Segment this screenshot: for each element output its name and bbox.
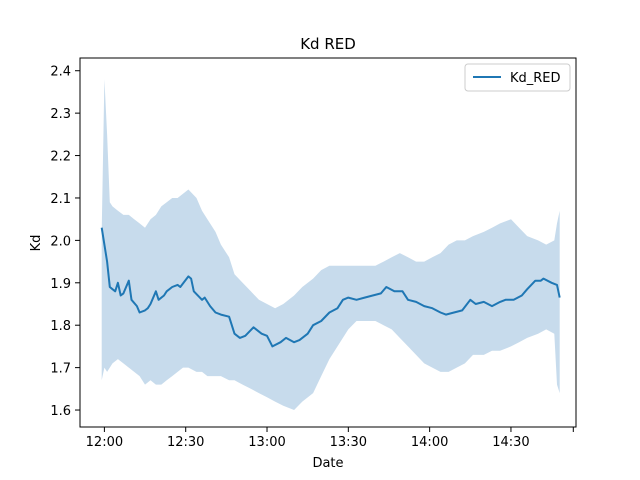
x-axis-ticks: 12:00 12:30 13:00 13:30 14:00 14:30 [86,427,574,450]
confidence-band-layer [101,79,560,410]
y-tick-label: 2.0 [50,234,71,249]
legend: Kd_RED [464,63,571,92]
y-tick-label: 2.3 [50,107,71,122]
x-tick-label: 13:30 [330,435,367,450]
axes [79,57,577,428]
y-axis-ticks: 1.6 1.7 1.8 1.9 2.0 2.1 2.2 2.3 2.4 [50,65,80,419]
x-tick-label: 14:30 [492,435,529,450]
plot-frame [79,57,577,428]
series-line-layer [100,227,561,348]
legend-box [464,63,571,92]
y-tick-label: 2.4 [50,65,71,80]
x-tick-label: 13:00 [248,435,285,450]
x-tick-label: 12:00 [86,435,123,450]
y-tick-label: 1.7 [50,362,71,377]
chart-title: Kd RED [300,35,356,53]
legend-label: Kd_RED [510,71,561,86]
x-axis-label: Date [312,456,343,471]
y-tick-label: 1.9 [50,277,71,292]
y-tick-label: 1.6 [50,404,71,419]
y-tick-label: 2.1 [50,192,71,207]
x-tick-label: 14:00 [411,435,448,450]
series-line-kd-red [100,227,561,348]
confidence-band [101,79,560,410]
x-tick-label: 12:30 [167,435,204,450]
y-tick-label: 1.8 [50,319,71,334]
y-axis-label: Kd [29,235,44,252]
y-tick-label: 2.2 [50,150,71,165]
